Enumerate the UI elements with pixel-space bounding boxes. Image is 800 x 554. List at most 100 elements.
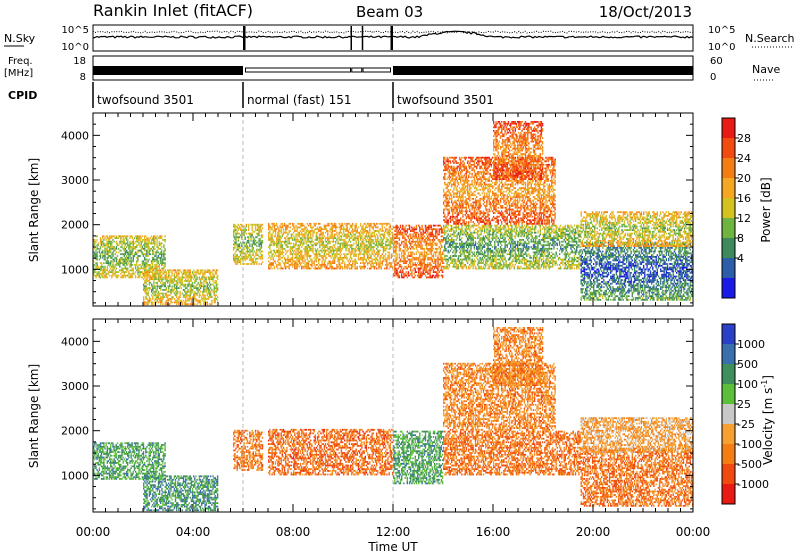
echo-cell xyxy=(461,246,463,248)
echo-cell xyxy=(313,230,315,232)
echo-cell xyxy=(406,267,408,270)
echo-cell xyxy=(449,239,452,241)
echo-cell xyxy=(419,246,421,248)
echo-cell xyxy=(316,247,319,250)
echo-cell xyxy=(439,228,441,231)
echo-cell xyxy=(193,272,195,275)
echo-cell xyxy=(280,237,282,239)
echo-cell xyxy=(394,269,396,272)
echo-cell xyxy=(322,244,324,247)
echo-cell xyxy=(159,276,162,279)
echo-cell xyxy=(455,224,457,227)
echo-cell xyxy=(129,247,131,250)
echo-cell xyxy=(314,258,316,261)
echo-cell xyxy=(148,296,151,298)
echo-cell xyxy=(479,246,481,248)
echo-cell xyxy=(386,244,388,247)
echo-cell xyxy=(481,230,483,232)
echo-cell xyxy=(482,253,485,256)
echo-cell xyxy=(383,233,386,236)
echo-cell xyxy=(410,237,412,239)
echo-cell xyxy=(213,285,215,288)
echo-cell xyxy=(362,247,364,250)
echo-cell xyxy=(282,233,285,236)
echo-cell xyxy=(253,241,256,244)
echo-cell xyxy=(301,262,303,264)
echo-cell xyxy=(394,262,396,264)
echo-cell xyxy=(473,264,476,266)
echo-cell xyxy=(327,230,329,232)
echo-cell xyxy=(191,296,194,298)
echo-cell xyxy=(402,226,404,229)
echo-cell xyxy=(477,233,479,236)
echo-cell xyxy=(189,274,191,277)
echo-cell xyxy=(407,240,410,243)
echo-cell xyxy=(131,240,133,243)
echo-cell xyxy=(191,281,194,284)
echo-cell xyxy=(307,230,310,232)
echo-cell xyxy=(152,272,154,275)
echo-cell xyxy=(106,260,108,263)
echo-cell xyxy=(469,255,471,257)
echo-cell xyxy=(483,253,486,256)
echo-cell xyxy=(129,251,131,254)
echo-cell xyxy=(188,269,190,272)
echo-cell xyxy=(320,239,322,241)
echo-cell xyxy=(138,269,140,272)
echo-cell xyxy=(321,233,323,236)
echo-cell xyxy=(387,231,389,234)
echo-cell xyxy=(237,256,239,258)
echo-cell xyxy=(397,272,399,275)
echo-cell xyxy=(380,267,382,270)
echo-cell xyxy=(303,233,305,236)
echo-cell xyxy=(394,249,396,252)
echo-cell xyxy=(444,267,446,270)
echo-cell xyxy=(207,269,210,272)
echo-cell xyxy=(104,258,106,261)
echo-cell xyxy=(438,251,440,254)
echo-cell xyxy=(447,258,449,261)
echo-cell xyxy=(270,233,272,236)
echo-cell xyxy=(424,251,427,254)
echo-cell xyxy=(323,260,326,263)
echo-cell xyxy=(349,260,352,263)
echo-cell xyxy=(332,239,335,241)
echo-cell xyxy=(365,233,368,236)
echo-cell xyxy=(235,225,237,228)
echo-cell xyxy=(332,240,335,243)
echo-cell xyxy=(130,269,132,272)
echo-cell xyxy=(236,263,238,265)
echo-cell xyxy=(176,299,178,302)
echo-cell xyxy=(127,256,129,259)
echo-cell xyxy=(108,269,111,272)
echo-cell xyxy=(403,240,405,243)
echo-cell xyxy=(149,269,152,272)
echo-cell xyxy=(413,264,415,266)
echo-cell xyxy=(386,231,388,234)
echo-cell xyxy=(354,228,356,231)
echo-cell xyxy=(249,248,251,251)
echo-cell xyxy=(363,242,365,245)
echo-cell xyxy=(102,242,104,245)
echo-cell xyxy=(113,249,115,252)
echo-cell xyxy=(187,303,189,306)
echo-cell xyxy=(139,274,141,277)
echo-cell xyxy=(176,292,178,295)
echo-cell xyxy=(351,247,353,250)
echo-cell xyxy=(372,242,374,245)
echo-cell xyxy=(381,239,383,241)
echo-cell xyxy=(201,296,203,298)
echo-cell xyxy=(258,243,260,246)
echo-cell xyxy=(99,272,102,275)
echo-cell xyxy=(349,237,352,239)
echo-cell xyxy=(152,276,154,279)
echo-cell xyxy=(146,301,148,304)
echo-cell xyxy=(115,235,118,238)
echo-cell xyxy=(277,244,279,247)
echo-cell xyxy=(244,252,246,255)
echo-cell xyxy=(314,228,316,231)
echo-cell xyxy=(363,246,365,248)
echo-cell xyxy=(302,242,304,245)
echo-cell xyxy=(158,285,161,288)
echo-cell xyxy=(183,294,186,297)
